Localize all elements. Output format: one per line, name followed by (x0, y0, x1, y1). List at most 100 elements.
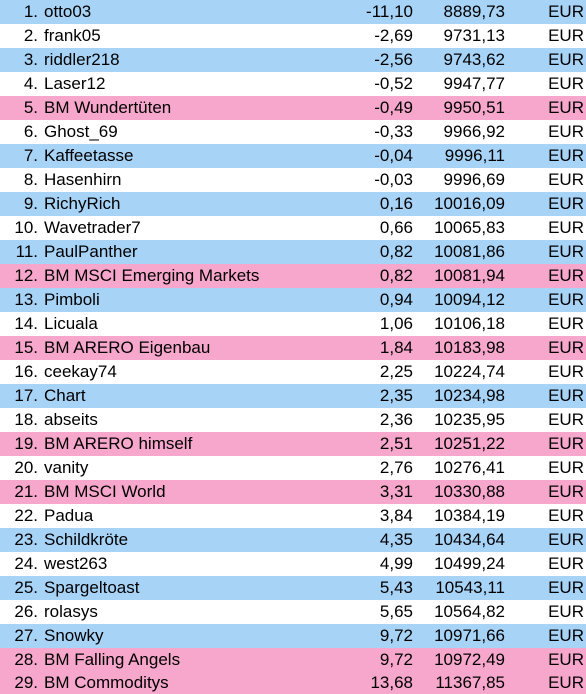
rank-cell: 11. (15, 242, 38, 261)
name-cell: BM Wundertüten (44, 98, 172, 117)
name-cell: BM MSCI World (44, 482, 166, 501)
currency-cell: EUR (548, 314, 584, 333)
rank-cell: 19. (14, 434, 38, 453)
change-cell: 0,16 (379, 194, 413, 213)
change-cell: -0,33 (374, 122, 413, 141)
table-row: 16. ceekay74 2,25 10224,74 EUR (0, 360, 586, 384)
change-cell: 0,66 (379, 218, 413, 237)
currency-cell: EUR (548, 74, 584, 93)
value-cell: 10972,49 (434, 650, 505, 669)
table-row: 29. BM Commoditys 13,68 11367,85 EUR (0, 672, 586, 694)
currency-cell: EUR (548, 458, 584, 477)
change-cell: -0,52 (374, 74, 413, 93)
name-cell: abseits (44, 410, 98, 429)
rank-cell: 8. (23, 170, 38, 189)
rank-cell: 14. (14, 314, 38, 333)
change-cell: 4,35 (379, 530, 413, 549)
value-cell: 10235,95 (434, 410, 505, 429)
change-cell: 5,65 (379, 602, 413, 621)
change-cell: 2,36 (379, 410, 413, 429)
value-cell: 10434,64 (434, 530, 505, 549)
table-row: 9. RichyRich 0,16 10016,09 EUR (0, 192, 586, 216)
rank-cell: 7. (23, 146, 38, 165)
name-cell: Laser12 (44, 74, 106, 93)
currency-cell: EUR (548, 98, 584, 117)
value-cell: 9947,77 (443, 74, 505, 93)
value-cell: 10183,98 (434, 338, 505, 357)
name-cell: Ghost_69 (44, 122, 118, 141)
name-cell: otto03 (44, 2, 92, 21)
table-row: 28. BM Falling Angels 9,72 10972,49 EUR (0, 648, 586, 672)
rank-cell: 17. (14, 386, 38, 405)
value-cell: 10094,12 (434, 290, 505, 309)
value-cell: 10384,19 (434, 506, 505, 525)
rank-cell: 4. (23, 74, 38, 93)
name-cell: BM MSCI Emerging Markets (44, 266, 260, 285)
change-cell: 2,51 (379, 434, 413, 453)
value-cell: 10106,18 (434, 314, 505, 333)
name-cell: ceekay74 (44, 362, 117, 381)
currency-cell: EUR (548, 434, 584, 453)
table-row: 7. Kaffeetasse -0,04 9996,11 EUR (0, 144, 586, 168)
change-cell: 1,06 (379, 314, 413, 333)
rank-cell: 21. (14, 482, 38, 501)
value-cell: 9996,11 (444, 146, 505, 165)
name-cell: Wavetrader7 (44, 218, 141, 237)
name-cell: Padua (44, 506, 94, 525)
change-cell: 9,72 (379, 650, 413, 669)
rank-cell: 24. (14, 554, 38, 573)
value-cell: 10251,22 (434, 434, 505, 453)
value-cell: 10016,09 (434, 194, 505, 213)
currency-cell: EUR (548, 146, 584, 165)
currency-cell: EUR (548, 2, 584, 21)
name-cell: Snowky (44, 626, 104, 645)
rank-cell: 13. (14, 290, 38, 309)
name-cell: BM Commoditys (44, 673, 169, 692)
change-cell: 2,25 (379, 362, 413, 381)
currency-cell: EUR (548, 26, 584, 45)
name-cell: BM ARERO Eigenbau (44, 338, 211, 357)
value-cell: 10330,88 (434, 482, 505, 501)
currency-cell: EUR (548, 122, 584, 141)
value-cell: 9743,62 (443, 50, 505, 69)
table-row: 17. Chart 2,35 10234,98 EUR (0, 384, 586, 408)
table-row: 10. Wavetrader7 0,66 10065,83 EUR (0, 216, 586, 240)
table-row: 19. BM ARERO himself 2,51 10251,22 EUR (0, 432, 586, 456)
name-cell: vanity (44, 458, 89, 477)
rank-cell: 23. (14, 530, 38, 549)
name-cell: BM Falling Angels (44, 650, 181, 669)
name-cell: Hasenhirn (44, 170, 122, 189)
rank-cell: 26. (14, 602, 38, 621)
table-row: 2. frank05 -2,69 9731,13 EUR (0, 24, 586, 48)
rank-cell: 28. (14, 650, 38, 669)
rank-cell: 15. (14, 338, 38, 357)
value-cell: 10971,66 (434, 626, 505, 645)
change-cell: -0,04 (374, 146, 413, 165)
table-row: 23. Schildkröte 4,35 10434,64 EUR (0, 528, 586, 552)
change-cell: 1,84 (379, 338, 413, 357)
value-cell: 10543,11 (435, 578, 505, 597)
name-cell: RichyRich (44, 194, 121, 213)
change-cell: -2,56 (374, 50, 413, 69)
name-cell: PaulPanther (44, 242, 138, 261)
table-row: 24. west263 4,99 10499,24 EUR (0, 552, 586, 576)
value-cell: 9731,13 (443, 26, 505, 45)
table-row: 5. BM Wundertüten -0,49 9950,51 EUR (0, 96, 586, 120)
value-cell: 11367,85 (435, 673, 505, 692)
value-cell: 10564,82 (434, 602, 505, 621)
currency-cell: EUR (548, 218, 584, 237)
change-cell: -0,03 (374, 170, 413, 189)
name-cell: rolasys (44, 602, 98, 621)
currency-cell: EUR (548, 410, 584, 429)
change-cell: 0,82 (379, 242, 413, 261)
rank-cell: 22. (14, 506, 38, 525)
value-cell: 10276,41 (434, 458, 505, 477)
change-cell: 13,68 (370, 673, 413, 692)
value-cell: 10234,98 (434, 386, 505, 405)
table-row: 27. Snowky 9,72 10971,66 EUR (0, 624, 586, 648)
rank-cell: 2. (23, 26, 38, 45)
value-cell: 10224,74 (434, 362, 505, 381)
change-cell: -2,69 (374, 26, 413, 45)
currency-cell: EUR (548, 673, 584, 692)
